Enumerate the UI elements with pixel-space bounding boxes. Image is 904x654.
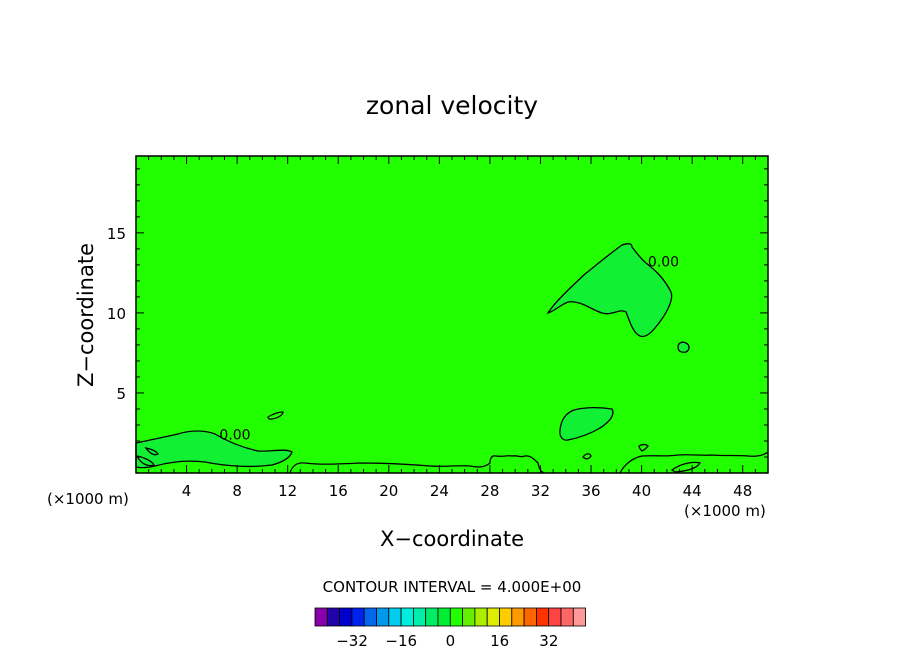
chart-title: zonal velocity [366, 91, 538, 120]
colorbar-swatch [437, 607, 451, 627]
colorbar-swatch [548, 607, 562, 627]
contour-small-right [670, 461, 702, 473]
colorbar-labels: −32 −16 0 16 32 [336, 632, 558, 650]
contour-labels: 0.00 0.00 [219, 254, 679, 443]
contour-small-bump [582, 453, 592, 460]
colorbar-tick-label: 32 [539, 632, 558, 650]
y-axis-ticks: 5 10 15 [107, 168, 768, 458]
colorbar-tick-label: 0 [446, 632, 456, 650]
x-tick-label: 40 [632, 482, 651, 500]
x-tick-label: 8 [232, 482, 242, 500]
y-tick-label: 5 [116, 385, 126, 403]
colorbar-swatch [536, 607, 550, 627]
colorbar-swatch [376, 607, 390, 627]
contour-value-label: 0.00 [648, 254, 679, 270]
x-tick-label: 32 [531, 482, 550, 500]
colorbar-swatch [523, 607, 537, 627]
contour-small-left-1 [144, 447, 159, 456]
colorbar [314, 607, 586, 627]
contour-layer [135, 243, 769, 474]
x-tick-label: 16 [329, 482, 348, 500]
x-tick-label: 48 [733, 482, 752, 500]
x-axis-ticks: 4 8 12 16 20 24 28 32 36 40 44 48 [148, 156, 756, 500]
y-tick-label: 15 [107, 225, 126, 243]
x-tick-label: 28 [480, 482, 499, 500]
contour-small-isolated [267, 411, 284, 420]
x-unit-label-right: (×1000 m) [684, 502, 766, 520]
x-axis-title: X−coordinate [380, 527, 524, 551]
plot-background [136, 156, 768, 473]
x-tick-label: 36 [581, 482, 600, 500]
colorbar-swatch [462, 607, 476, 627]
contour-surface-right [619, 451, 769, 474]
contour-upper-anomaly [546, 243, 673, 338]
colorbar-swatch [363, 607, 377, 627]
y-tick-label: 10 [107, 305, 126, 323]
y-axis-title: Z−coordinate [74, 243, 98, 387]
colorbar-swatch [400, 607, 414, 627]
x-tick-label: 24 [430, 482, 449, 500]
colorbar-swatch [326, 607, 340, 627]
colorbar-swatch [314, 607, 328, 627]
colorbar-tick-label: −16 [385, 632, 417, 650]
colorbar-tick-label: 16 [490, 632, 509, 650]
x-unit-label-left: (×1000 m) [47, 490, 129, 508]
contour-value-label: 0.00 [219, 427, 250, 443]
colorbar-swatch [474, 607, 488, 627]
colorbar-swatch [486, 607, 500, 627]
contour-small-left-2 [135, 455, 155, 467]
x-tick-label: 20 [379, 482, 398, 500]
contour-small-circle [677, 341, 690, 353]
colorbar-swatch [511, 607, 525, 627]
contour-mid-anomaly [559, 406, 614, 441]
colorbar-swatch [449, 607, 463, 627]
contour-near-surface-left [135, 430, 293, 469]
contour-interval-label: CONTOUR INTERVAL = 4.000E+00 [323, 578, 582, 596]
x-tick-label: 4 [182, 482, 192, 500]
colorbar-swatch [572, 607, 586, 627]
colorbar-swatch [560, 607, 574, 627]
x-tick-label: 44 [683, 482, 702, 500]
x-tick-label: 12 [278, 482, 297, 500]
colorbar-swatch [388, 607, 402, 627]
colorbar-swatch [499, 607, 513, 627]
contour-surface-line [289, 455, 545, 474]
colorbar-swatch [412, 607, 427, 627]
colorbar-swatch [351, 607, 365, 627]
colorbar-swatch [339, 607, 353, 627]
contour-small-hook [638, 443, 649, 452]
colorbar-tick-label: −32 [336, 632, 368, 650]
colorbar-swatch [425, 607, 439, 627]
